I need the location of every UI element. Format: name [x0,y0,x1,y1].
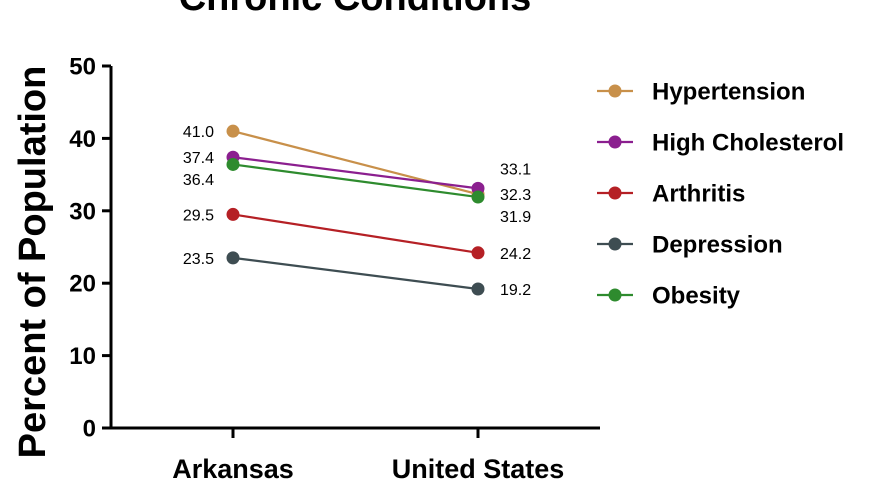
data-point [226,207,240,221]
y-tick-label: 10 [69,343,96,370]
data-label: 24.2 [500,246,531,263]
legend-label: Hypertension [652,79,805,106]
legend-label: High Cholesterol [652,130,844,157]
chart-title: Chronic Conditions [179,0,532,19]
series-high-cholesterol [226,150,485,195]
axes [109,66,600,430]
legend-marker [608,135,622,149]
y-tick-label: 20 [69,271,96,298]
legend-item: Depression [597,232,783,259]
x-tick-label: Arkansas [172,454,294,482]
data-labels: 41.0 37.4 36.4 29.5 23.5 33.1 32.3 31.9 24.2 19.2 [183,124,531,299]
series-arthritis [226,207,485,260]
legend-label: Depression [652,232,783,259]
series-line [232,213,479,254]
legend-marker [608,288,622,302]
legend-marker [608,237,622,251]
x-tick-label: United States [392,454,565,482]
y-tick-label: 40 [69,126,96,153]
series-line [232,256,479,291]
y-tick-label: 0 [83,416,96,443]
legend-item: Obesity [597,283,741,310]
series-layer [226,124,485,296]
y-tick-label: 50 [69,54,96,81]
y-ticks: 0 10 20 30 40 50 [69,54,111,443]
data-point [226,251,240,265]
data-label: 23.5 [183,251,214,268]
legend-marker [608,84,622,98]
series-hypertension [226,124,485,201]
series-depression [226,251,485,296]
data-label: 29.5 [183,207,214,224]
x-ticks: Arkansas United States [172,428,564,482]
y-tick-label: 30 [69,198,96,225]
series-line [232,163,479,199]
data-point [471,282,485,296]
data-point [226,157,240,171]
data-label: 19.2 [500,282,531,299]
y-axis-label: Percent of Population [12,66,54,459]
legend-label: Arthritis [652,181,745,208]
series-obesity [226,157,485,204]
data-point [471,190,485,204]
legend-label: Obesity [652,283,741,310]
legend-item: Arthritis [597,181,745,208]
data-point [471,246,485,260]
data-point [226,124,240,138]
series-line [232,156,479,190]
legend-item: Hypertension [597,79,805,106]
data-label: 41.0 [183,124,214,141]
legend-marker [608,186,622,200]
legend-item: High Cholesterol [597,130,844,157]
data-label: 37.4 [183,150,214,167]
data-label: 32.3 [500,187,531,204]
data-label: 31.9 [500,209,531,226]
data-label: 36.4 [183,172,214,189]
data-label: 33.1 [500,161,531,178]
legend: Hypertension High Cholesterol Arthritis Dep… [597,79,844,310]
